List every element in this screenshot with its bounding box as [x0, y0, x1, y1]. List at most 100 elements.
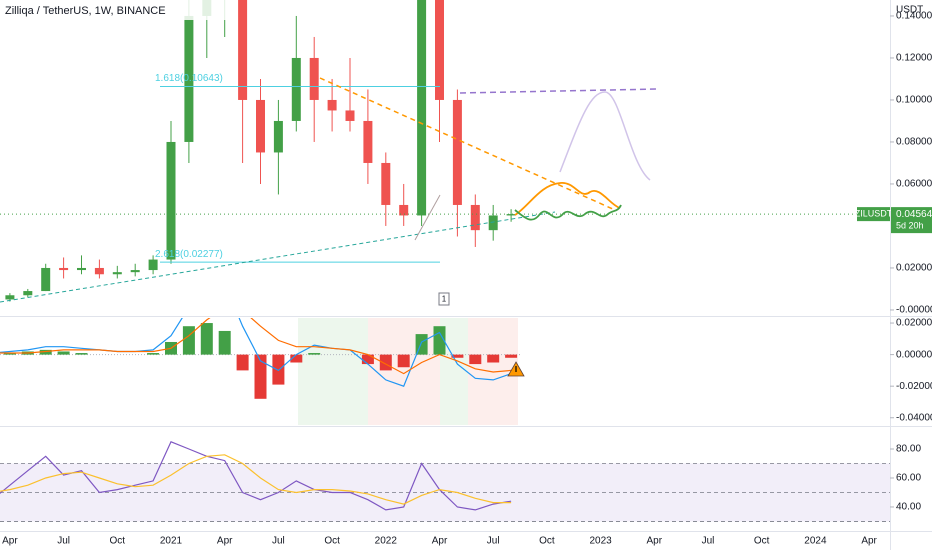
price-tag — [891, 207, 932, 234]
histogram-bar — [451, 354, 464, 358]
y-tick-label: 0.00000 — [896, 349, 932, 360]
y-tick-label: 0.10000 — [896, 95, 932, 106]
histogram-bar — [39, 349, 52, 355]
x-tick-label: Jul — [57, 536, 70, 547]
histogram-bar — [236, 354, 249, 371]
candle-body — [291, 57, 301, 121]
x-tick-label: Oct — [539, 536, 555, 547]
candle-body — [166, 141, 176, 260]
candle-body — [238, 0, 248, 100]
x-tick-label: Apr — [861, 536, 877, 547]
candle-body — [23, 291, 33, 296]
pane — [0, 318, 520, 399]
fib-label: 1.618(0.10643) — [155, 73, 223, 84]
histogram-bar — [361, 354, 374, 365]
candle-body — [452, 99, 462, 205]
forecast-path — [559, 91, 651, 181]
candle-body — [470, 204, 480, 231]
line-series — [0, 441, 512, 511]
y-tick-label: -0.04000 — [896, 412, 932, 423]
forecast-path — [514, 204, 622, 221]
y-tick-label: 0.06000 — [896, 179, 932, 190]
x-tick-label: Jul — [487, 536, 500, 547]
histogram-bar — [200, 323, 213, 355]
marker-label: 1 — [442, 295, 447, 304]
trend-line — [414, 194, 441, 241]
candle-body — [488, 215, 498, 231]
candle-body — [256, 99, 265, 153]
candle-body — [112, 272, 122, 275]
title-bg — [0, 0, 230, 20]
region — [298, 318, 368, 425]
warning-icon — [507, 361, 525, 377]
histogram-bar — [3, 353, 16, 355]
y-tick-label: 80.00 — [896, 444, 921, 455]
candle-body — [327, 99, 337, 111]
y-tick-label: 60.00 — [896, 473, 921, 484]
y-unit: USDT — [896, 5, 923, 16]
candle-body — [41, 267, 51, 292]
x-tick-label: Oct — [324, 536, 340, 547]
countdown-label: 5d 20h — [896, 220, 924, 230]
candle-body — [345, 110, 355, 121]
candle-body — [59, 267, 69, 271]
candle-body — [381, 162, 391, 205]
pane — [0, 441, 890, 522]
x-tick-label: 2024 — [804, 536, 827, 547]
histogram-bar — [147, 353, 160, 355]
x-tick-label: 2021 — [160, 536, 183, 547]
candle-body — [273, 120, 283, 153]
symbol-tag — [857, 207, 890, 222]
x-tick-label: Apr — [217, 536, 233, 547]
pane — [5, 0, 516, 302]
candle-body — [184, 15, 194, 142]
candle-body — [94, 267, 104, 275]
histogram-bar — [75, 353, 88, 355]
x-tick-label: Oct — [754, 536, 770, 547]
drawings — [0, 77, 659, 303]
histogram-bar — [182, 326, 195, 355]
candle-body — [506, 214, 516, 216]
x-tick-label: 2022 — [375, 536, 398, 547]
forecast-path — [514, 182, 621, 216]
region — [368, 318, 440, 425]
histogram-bar — [397, 354, 410, 368]
candle-body — [363, 120, 373, 163]
x-tick-label: Apr — [2, 536, 18, 547]
candle-body — [148, 259, 158, 271]
histogram-bar — [433, 326, 446, 355]
histogram-bar — [218, 330, 231, 355]
candle-body — [309, 57, 319, 100]
marker-box — [438, 292, 450, 306]
candle-body — [417, 0, 427, 216]
x-tick-label: Apr — [647, 536, 663, 547]
chart-title: Zilliqa / TetherUS, 1W, BINANCE — [5, 5, 166, 17]
line-series — [0, 318, 512, 375]
y-tick-label: 0.14000 — [896, 11, 932, 22]
candle-body — [5, 295, 15, 300]
price-label: 0.04564 — [896, 209, 932, 220]
histogram-bar — [487, 354, 500, 363]
x-tick-label: Jul — [702, 536, 715, 547]
histogram-bar — [505, 354, 518, 358]
fib-label: 2.618(0.02277) — [155, 249, 223, 260]
trend-line — [459, 88, 659, 94]
x-tick-label: 2023 — [589, 536, 612, 547]
y-tick-label: -0.00000 — [896, 305, 932, 316]
y-tick-label: 0.02000 — [896, 263, 932, 274]
x-tick-label: Oct — [110, 536, 126, 547]
histogram-bar — [57, 351, 70, 355]
y-tick-label: 0.12000 — [896, 53, 932, 64]
symbol-label: ZILUSDT — [855, 208, 893, 218]
line-series — [0, 318, 512, 387]
y-tick-label: 0.08000 — [896, 137, 932, 148]
y-tick-label: 40.00 — [896, 502, 921, 513]
candle-body — [130, 270, 140, 273]
line-series — [0, 454, 512, 505]
histogram-bar — [254, 354, 267, 399]
histogram-bar — [308, 353, 321, 355]
y-tick-label: 0.02000 — [896, 318, 932, 329]
